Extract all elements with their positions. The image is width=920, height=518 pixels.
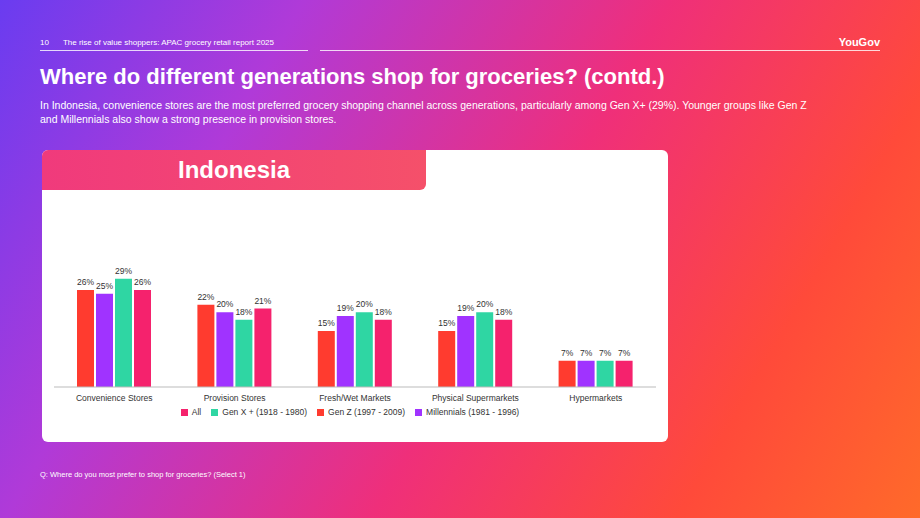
svg-text:Physical Supermarkets: Physical Supermarkets xyxy=(432,393,519,403)
html-text:Gen X + (1918 - 1980): Gen X + (1918 - 1980) xyxy=(222,407,308,417)
svg-text:Convenience Stores: Convenience Stores xyxy=(76,393,153,403)
svg-text:18%: 18% xyxy=(375,307,392,317)
html-text:Gen Z (1997 - 2009): Gen Z (1997 - 2009) xyxy=(328,407,406,417)
svg-text:7%: 7% xyxy=(580,348,593,358)
html-text:Q: Where do you most prefer to: Q: Where do you most prefer to shop for … xyxy=(40,470,246,479)
svg-text:15%: 15% xyxy=(318,318,335,328)
svg-text:29%: 29% xyxy=(115,266,132,276)
svg-text:Fresh/Wet Markets: Fresh/Wet Markets xyxy=(319,393,391,403)
svg-text:7%: 7% xyxy=(599,348,612,358)
svg-text:20%: 20% xyxy=(216,299,233,309)
html-text:Indonesia: Indonesia xyxy=(178,156,290,183)
svg-text:26%: 26% xyxy=(77,277,94,287)
html-text:10: 10 xyxy=(40,38,49,47)
svg-text:7%: 7% xyxy=(618,348,631,358)
svg-text:7%: 7% xyxy=(561,348,574,358)
svg-text:Hypermarkets: Hypermarkets xyxy=(569,393,622,403)
svg-text:21%: 21% xyxy=(254,296,271,306)
svg-text:18%: 18% xyxy=(235,307,252,317)
html-text:Millennials (1981 - 1996): Millennials (1981 - 1996) xyxy=(426,407,520,417)
svg-text:25%: 25% xyxy=(96,281,113,291)
svg-text:20%: 20% xyxy=(356,299,373,309)
html-text:The rise of value shoppers: AP: The rise of value shoppers: APAC grocery… xyxy=(62,38,274,47)
svg-text:18%: 18% xyxy=(495,307,512,317)
svg-text:26%: 26% xyxy=(134,277,151,287)
html-text:YouGov: YouGov xyxy=(838,36,880,48)
html-text:Where do different generations: Where do different generations shop for … xyxy=(40,64,665,89)
svg-text:19%: 19% xyxy=(337,303,354,313)
svg-text:19%: 19% xyxy=(457,303,474,313)
html-text:In Indonesia, convenience stor: In Indonesia, convenience stores are the… xyxy=(40,99,807,125)
svg-text:Provision Stores: Provision Stores xyxy=(204,393,266,403)
svg-text:15%: 15% xyxy=(438,318,455,328)
svg-text:22%: 22% xyxy=(197,292,214,302)
svg-text:20%: 20% xyxy=(476,299,493,309)
html-text:All: All xyxy=(191,407,202,417)
